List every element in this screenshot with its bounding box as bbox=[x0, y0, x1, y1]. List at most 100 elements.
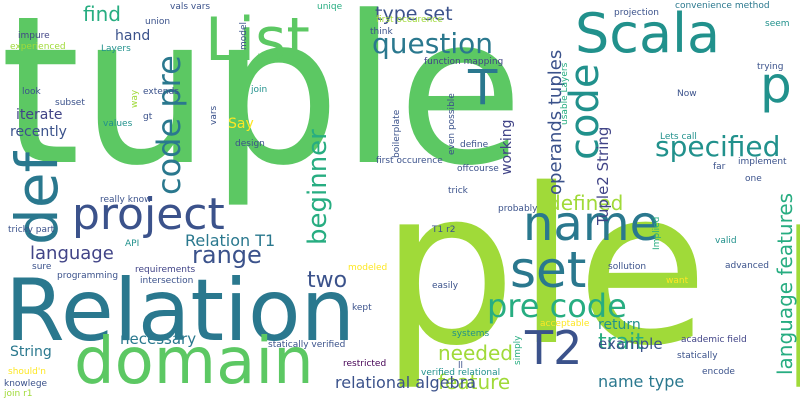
word-t1-r2: T1 r2 bbox=[432, 225, 456, 235]
word-convenience-method: convenience method bbox=[675, 1, 770, 11]
word-vals-vars: vals vars bbox=[170, 2, 211, 12]
word-t2: T2 bbox=[525, 321, 583, 375]
word-t: T bbox=[468, 60, 498, 116]
word-set: set bbox=[510, 241, 587, 299]
word-scala: Scala bbox=[575, 2, 721, 65]
word-academic-field: academic field bbox=[681, 335, 747, 345]
word-now: Now bbox=[677, 89, 697, 99]
word-two: two bbox=[307, 268, 348, 293]
word-type-set: type set bbox=[375, 3, 453, 25]
word-implement: implement bbox=[738, 157, 787, 167]
word-really-know: really know bbox=[100, 195, 152, 205]
word-design: design bbox=[235, 139, 265, 149]
word-sollution: sollution bbox=[608, 262, 647, 272]
word-join-r1: join r1 bbox=[4, 389, 33, 399]
word-return: return bbox=[598, 317, 641, 333]
word-encode: encode bbox=[702, 367, 735, 377]
word-model: model bbox=[239, 21, 249, 50]
word-tuple: tuple bbox=[0, 0, 524, 211]
word-name: name bbox=[523, 196, 660, 252]
word-needed: needed bbox=[438, 341, 513, 365]
word-shouldn: should'n bbox=[8, 367, 46, 377]
word-necessary: necessary bbox=[120, 330, 197, 348]
word-seem: seem bbox=[765, 19, 790, 29]
word-verified-relational: verified relational bbox=[421, 368, 501, 378]
word-want: want bbox=[666, 276, 689, 286]
word-working: working bbox=[499, 119, 515, 175]
word-relation: Relation bbox=[5, 261, 356, 361]
word-usable-layers: usable Layers bbox=[560, 62, 570, 125]
word-language-features: language features bbox=[773, 192, 797, 375]
word-language: language bbox=[30, 243, 114, 264]
word-tuple2-string: Tuple2 String bbox=[594, 126, 612, 225]
word-union: union bbox=[145, 17, 171, 27]
word-beginner: beginner bbox=[303, 129, 333, 245]
word-ple-p: ple p bbox=[380, 142, 800, 393]
word-first-occurence: first occurence bbox=[376, 15, 443, 25]
word-trick: trick bbox=[448, 186, 468, 196]
word-experienced: experienced bbox=[10, 42, 66, 52]
word-function-mapping: function mapping bbox=[424, 57, 504, 67]
word-name-type: name type bbox=[598, 372, 685, 391]
word-even-possible: even possible bbox=[447, 93, 457, 155]
word-look: look bbox=[22, 87, 41, 97]
word-project: project bbox=[72, 189, 225, 240]
word-string: String bbox=[10, 344, 52, 360]
word-uniqe: uniqe bbox=[317, 2, 343, 12]
word-hand: hand bbox=[115, 28, 151, 44]
word-kept: kept bbox=[352, 303, 372, 313]
word-modeled: modeled bbox=[348, 263, 388, 273]
word-knowlege: knowlege bbox=[4, 379, 48, 389]
word-relation-t1: Relation T1 bbox=[185, 231, 276, 250]
word-pre-code: pre code bbox=[487, 287, 627, 325]
word-offcourse: offcourse bbox=[457, 164, 499, 174]
word-layers: Layers bbox=[101, 44, 131, 54]
word-recently: recently bbox=[10, 124, 67, 140]
word-think: think bbox=[370, 27, 393, 37]
word-join: join bbox=[251, 85, 268, 95]
word-advanced: advanced bbox=[725, 261, 769, 271]
word-way: way bbox=[130, 89, 140, 108]
word-list: List bbox=[205, 5, 310, 75]
word-vars: vars bbox=[209, 105, 219, 125]
word-implied: Implied bbox=[652, 216, 662, 250]
word-ll: ll bbox=[458, 361, 464, 371]
word-tricky-part: tricky part bbox=[8, 225, 55, 235]
word-say: Say bbox=[228, 116, 254, 132]
word-programming: programming bbox=[57, 271, 119, 281]
word-sure: sure bbox=[32, 262, 52, 272]
word-values: values bbox=[103, 119, 133, 129]
word-example: example bbox=[598, 335, 663, 353]
word-relational-algebra: relational algebra bbox=[335, 373, 477, 392]
word-boilerplate: boilerplate bbox=[392, 109, 402, 158]
word-restricted: restricted bbox=[343, 359, 387, 369]
word-api: API bbox=[125, 239, 140, 249]
word-extends: extends bbox=[143, 87, 179, 97]
word-statically: statically bbox=[677, 351, 718, 361]
word-subset: subset bbox=[55, 98, 85, 108]
word-defined: defined bbox=[548, 191, 624, 215]
word-question: question bbox=[372, 27, 493, 60]
word-impure: impure bbox=[18, 31, 50, 41]
word-projection: projection bbox=[614, 8, 659, 18]
word-code-pre: code pre bbox=[150, 55, 188, 195]
word-iterate: iterate bbox=[16, 107, 63, 123]
word-specified: specified bbox=[655, 130, 781, 163]
word-feature: feature bbox=[438, 370, 511, 394]
word-define: define bbox=[460, 140, 489, 150]
word-trait: trait bbox=[598, 330, 644, 355]
word-systems: systems bbox=[452, 329, 490, 339]
word-valid: valid bbox=[715, 236, 737, 246]
word-intersection: intersection bbox=[140, 276, 194, 286]
word-p-small: p bbox=[760, 56, 792, 114]
word-statically-verified: statically verified bbox=[268, 340, 346, 350]
word-far: far bbox=[713, 162, 726, 172]
word-range: range bbox=[192, 241, 262, 269]
word-domain: domain bbox=[74, 325, 314, 399]
word-gt: gt bbox=[143, 112, 153, 122]
word-find: find bbox=[83, 2, 121, 26]
word-simply: simply bbox=[513, 335, 523, 366]
word-trying: trying bbox=[757, 62, 784, 72]
word-first-occurence-2: first occurence bbox=[376, 156, 443, 166]
